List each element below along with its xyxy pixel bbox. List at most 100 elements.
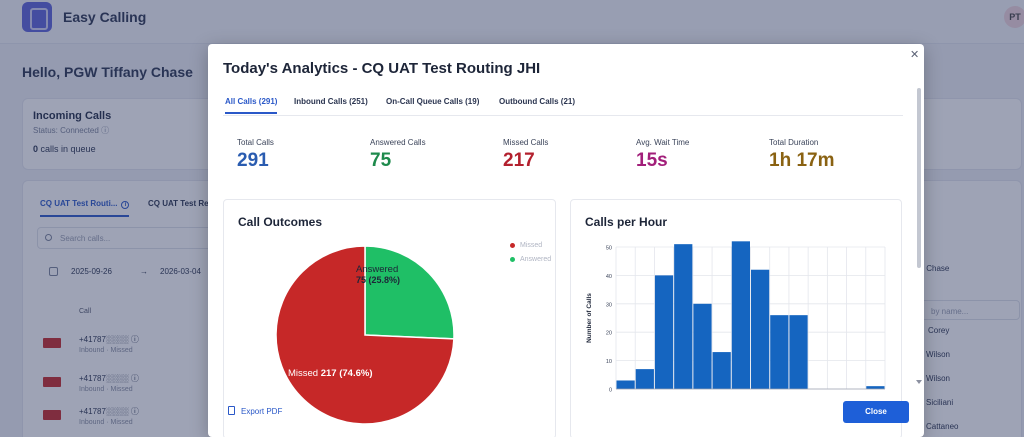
pie-label-missed: Missed 217 (74.6%) [288, 368, 373, 379]
legend-label: Answered [520, 256, 552, 263]
legend-item-missed: Missed [510, 242, 542, 249]
analytics-tabs: All Calls (291) Inbound Calls (251) On-C… [223, 96, 903, 116]
y-tick-label: 20 [606, 331, 612, 337]
stat-value: 75 [370, 150, 392, 171]
call-search-placeholder: Search calls... [60, 234, 111, 243]
stat-avg-wait-time: Avg. Wait Time 15s [636, 138, 689, 172]
close-icon[interactable]: ✕ [910, 49, 920, 61]
y-tick-label: 10 [606, 359, 612, 365]
legend-answered-swatch [510, 256, 515, 262]
stat-value: 217 [503, 150, 535, 171]
agent-name: Siciliani [926, 398, 954, 407]
y-axis-label: Number of Calls [586, 293, 593, 343]
call-type: Inbound · Missed [79, 419, 133, 426]
stat-value: 1h 17m [769, 150, 835, 171]
agent-name: Wilson [926, 350, 951, 359]
stat-answered-calls: Answered Calls 75 [370, 138, 426, 172]
pie-label-answered-name: Answered [356, 264, 398, 275]
calls-per-hour-bar-chart: 0 10 20 30 40 50 Number of Calls [586, 241, 886, 394]
table-row[interactable]: +41787░░░░ ⓘ Inbound · Missed [43, 334, 213, 364]
call-number: +41787░░░░ ⓘ [79, 335, 139, 344]
phone-missed-icon [43, 377, 61, 387]
incoming-calls-title: Incoming Calls [33, 110, 112, 122]
stat-total-calls: Total Calls 291 [237, 138, 274, 172]
export-pdf-label: Export PDF [241, 407, 283, 416]
call-number: +41787░░░░ ⓘ [79, 407, 139, 416]
stat-label: Avg. Wait Time [636, 138, 690, 147]
stat-value: 15s [636, 150, 668, 171]
bar [674, 244, 693, 389]
date-arrow: → [140, 267, 148, 276]
call-outcomes-card: Call Outcomes Answered 75 (25.8%) Missed 2… [223, 199, 556, 437]
info-icon[interactable]: ⓘ [101, 126, 110, 135]
modal-scrollbar[interactable] [917, 88, 921, 268]
agent-name: y Chase [920, 264, 950, 273]
pie-slice-missed [275, 245, 455, 425]
queue-tab-1[interactable]: CQ UAT Test Routi... i [40, 199, 130, 217]
stat-total-duration: Total Duration 1h 17m [769, 138, 834, 172]
connection-status-text: Status: Connected [33, 126, 99, 135]
tab-on-call-queue-calls[interactable]: On-Call Queue Calls (19) [386, 97, 480, 106]
bar [770, 315, 789, 389]
y-tick-label: 40 [606, 274, 612, 280]
y-tick-label: 50 [606, 246, 612, 252]
legend-label: Missed [520, 242, 543, 249]
bar [616, 380, 635, 389]
queue-count-value: 0 [33, 144, 39, 154]
queue-count: 0 calls in queue [33, 144, 96, 154]
table-row[interactable]: +41787░░░░ ⓘ Inbound · Missed [43, 406, 213, 436]
pie-chart-title: Call Outcomes [238, 215, 323, 229]
pie-label-missed-value: 217 (74.6%) [321, 368, 373, 379]
app-logo-icon[interactable] [22, 2, 52, 32]
app-header: Easy Calling PT [0, 0, 1024, 44]
date-from[interactable]: 2025-09-26 [71, 267, 112, 276]
call-number: +41787░░░░ ⓘ [79, 374, 139, 383]
bar [693, 303, 712, 389]
date-to[interactable]: 2026-03-04 [160, 267, 201, 276]
queue-count-suffix: calls in queue [40, 144, 96, 154]
avatar[interactable]: PT [1004, 6, 1024, 28]
bar [654, 275, 674, 389]
calls-per-hour-card: Calls per Hour 0 10 20 30 40 50 Number of Call… [570, 199, 902, 437]
stat-label: Answered Calls [370, 138, 426, 147]
legend-missed-swatch [510, 242, 515, 248]
phone-missed-icon [43, 410, 61, 420]
stat-label: Total Duration [769, 138, 819, 147]
export-pdf-button[interactable]: Export PDF [228, 406, 282, 416]
y-tick-label: 30 [606, 302, 612, 308]
analytics-modal: Today's Analytics - CQ UAT Test Routing … [208, 44, 924, 437]
close-button[interactable]: Close [843, 401, 909, 423]
tab-all-calls[interactable]: All Calls (291) [225, 97, 278, 114]
scroll-down-icon[interactable] [916, 380, 922, 384]
bar [635, 369, 654, 389]
calendar-icon[interactable] [49, 267, 58, 276]
phone-missed-icon [43, 338, 61, 348]
queue-tab-1-label: CQ UAT Test Routi... [40, 199, 118, 208]
table-row[interactable]: +41787░░░░ ⓘ Inbound · Missed [43, 373, 213, 403]
y-tick-label: 0 [609, 388, 612, 394]
tab-outbound-calls[interactable]: Outbound Calls (21) [499, 97, 575, 106]
tab-inbound-calls[interactable]: Inbound Calls (251) [294, 97, 368, 106]
stat-label: Total Calls [237, 138, 274, 147]
legend-item-answered: Answered [510, 256, 551, 263]
modal-title: Today's Analytics - CQ UAT Test Routing … [223, 60, 541, 77]
info-icon[interactable]: i [121, 201, 130, 209]
stat-missed-calls: Missed Calls 217 [503, 138, 548, 172]
bar [789, 315, 808, 389]
agent-name: Cattaneo [926, 422, 959, 431]
app-name: Easy Calling [63, 9, 147, 25]
queue-tab-2[interactable]: CQ UAT Test Re [148, 199, 209, 208]
bar [751, 269, 770, 389]
bar [731, 241, 750, 389]
agent-name: Wilson [926, 374, 951, 383]
stat-label: Missed Calls [503, 138, 549, 147]
connection-status: Status: Connected ⓘ [33, 125, 109, 136]
pdf-icon [228, 406, 235, 415]
search-icon [45, 234, 52, 241]
bar [866, 386, 885, 389]
pie-label-answered-value: 75 (25.8%) [356, 275, 400, 285]
column-header-call: Call [79, 308, 92, 315]
call-type: Inbound · Missed [79, 347, 133, 354]
call-type: Inbound · Missed [79, 386, 133, 393]
